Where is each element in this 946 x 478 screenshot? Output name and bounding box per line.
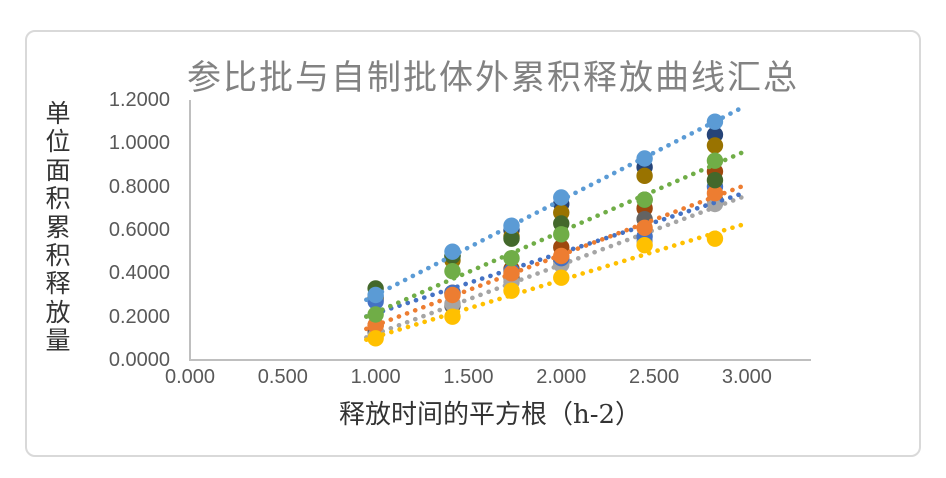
x-axis-line bbox=[189, 359, 811, 361]
data-point-orange bbox=[444, 286, 461, 304]
trendline-light-blue bbox=[364, 105, 744, 303]
data-point-dark-yellow bbox=[706, 137, 724, 154]
data-point-orange bbox=[706, 184, 724, 202]
series-light-blue bbox=[364, 105, 744, 304]
x-tick-label: 3.000 bbox=[721, 366, 772, 388]
y-tick-label: 0.6000 bbox=[108, 219, 170, 241]
data-point-dark-green bbox=[503, 230, 520, 247]
data-point-light-blue bbox=[636, 150, 653, 167]
scatter-plot-area bbox=[364, 105, 744, 347]
y-tick-label: 1.0000 bbox=[108, 132, 170, 155]
series-dark-yellow bbox=[367, 137, 724, 308]
data-point-dark-green bbox=[706, 171, 724, 189]
data-point-yellow bbox=[706, 230, 724, 247]
data-point-green bbox=[553, 226, 570, 243]
data-point-light-blue bbox=[553, 189, 570, 206]
data-point-light-blue bbox=[706, 113, 724, 130]
x-tick-label: 1.500 bbox=[443, 366, 494, 388]
data-point-orange bbox=[553, 247, 570, 265]
trendline-green bbox=[364, 150, 744, 319]
data-point-green bbox=[503, 249, 520, 267]
x-tick-label: 0.500 bbox=[257, 366, 308, 388]
trendline-blue bbox=[364, 191, 744, 319]
data-point-orange bbox=[636, 219, 653, 237]
series-orange bbox=[364, 184, 744, 334]
y-axis-line bbox=[189, 100, 191, 361]
data-point-light-blue bbox=[367, 286, 384, 304]
data-point-yellow bbox=[553, 269, 570, 286]
series-yellow bbox=[364, 222, 744, 347]
y-axis-title: 单位面积累积释放量 bbox=[45, 99, 71, 356]
data-point-green bbox=[636, 191, 653, 208]
series-navy bbox=[367, 126, 724, 306]
y-tick-label: 0.0000 bbox=[108, 349, 170, 371]
x-tick-label: 0.000 bbox=[164, 366, 216, 388]
trendline-yellow bbox=[364, 222, 744, 342]
y-tick-label: 1.2000 bbox=[108, 89, 170, 111]
data-point-light-blue bbox=[503, 217, 520, 234]
series-green bbox=[364, 150, 744, 323]
data-point-dark-yellow bbox=[636, 167, 653, 185]
series-dark-gray bbox=[367, 191, 724, 341]
data-point-green bbox=[706, 152, 724, 169]
data-point-orange bbox=[503, 265, 520, 282]
data-point-light-blue bbox=[444, 243, 461, 260]
x-axis-title: 释放时间的平方根（h-2） bbox=[338, 400, 642, 430]
x-tick-label: 1.000 bbox=[350, 366, 401, 388]
chart-title: 参比批与自制批体外累积释放曲线汇总 bbox=[187, 58, 799, 98]
data-point-yellow bbox=[636, 236, 653, 254]
x-tick-label: 2.000 bbox=[536, 366, 587, 388]
data-point-yellow bbox=[367, 330, 384, 347]
series-dark-red bbox=[367, 163, 724, 334]
y-tick-label: 0.2000 bbox=[108, 305, 170, 328]
series-dark-green bbox=[367, 171, 724, 297]
y-tick-label: 0.8000 bbox=[108, 175, 170, 198]
x-tick-label: 2.500 bbox=[629, 366, 680, 388]
data-point-yellow bbox=[444, 308, 461, 325]
data-point-yellow bbox=[503, 282, 520, 299]
data-point-green bbox=[367, 306, 384, 323]
y-tick-label: 0.4000 bbox=[108, 262, 170, 285]
data-point-green bbox=[444, 262, 461, 280]
